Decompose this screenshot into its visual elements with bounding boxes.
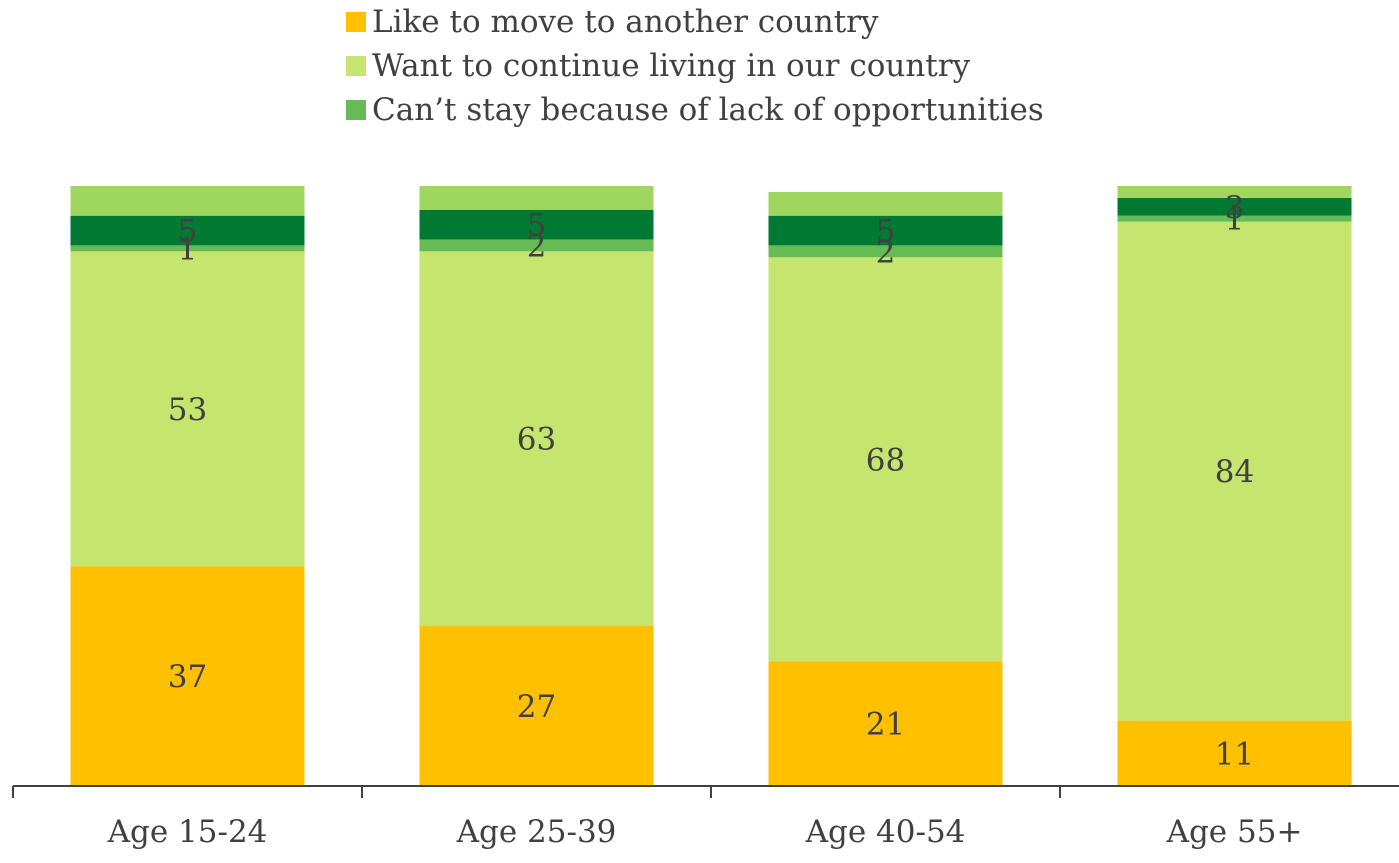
x-tick-label: Age 15-24 <box>107 814 268 850</box>
bar-segment <box>70 251 305 567</box>
bar-segment <box>419 625 654 786</box>
data-label: 2 <box>876 234 896 270</box>
bar-segment <box>419 186 654 210</box>
bar-segment <box>70 245 305 252</box>
data-label: 53 <box>168 392 207 428</box>
data-label: 1 <box>178 231 198 267</box>
bar-segment <box>768 215 1003 246</box>
legend-item-move-abroad: Like to move to another country <box>346 0 1106 44</box>
data-label: 68 <box>866 442 905 478</box>
data-label: 11 <box>1215 736 1254 772</box>
x-tick-label: Age 25-39 <box>456 814 617 850</box>
data-label: 2 <box>527 228 547 264</box>
data-label: 5 <box>527 208 547 244</box>
bar-segment <box>70 215 305 246</box>
bar-segment <box>768 191 1003 216</box>
bar-segment <box>1117 221 1352 721</box>
bar-segment <box>419 251 654 626</box>
bar-segment <box>768 257 1003 662</box>
data-label: 37 <box>168 659 207 695</box>
x-tick-label: Age 40-54 <box>805 814 966 850</box>
bar-segment <box>1117 197 1352 216</box>
bar-segment <box>1117 720 1352 786</box>
bar-segment <box>419 209 654 240</box>
bar-segment <box>70 186 305 216</box>
data-label: 3 <box>1225 190 1245 226</box>
legend-label: Can’t stay because of lack of opportunit… <box>372 92 1044 128</box>
legend-item-continue-living: Want to continue living in our country <box>346 44 1106 88</box>
data-label: 27 <box>517 689 556 725</box>
data-label: 63 <box>517 421 556 457</box>
bar-segment <box>1117 215 1352 222</box>
chart-legend: Like to move to another country Want to … <box>346 0 1106 132</box>
legend-label: Want to continue living in our country <box>372 48 971 84</box>
x-tick-label: Age 55+ <box>1166 814 1303 850</box>
legend-swatch <box>346 56 366 76</box>
data-label: 5 <box>178 214 198 250</box>
bar-segment <box>768 245 1003 258</box>
legend-swatch <box>346 12 366 32</box>
legend-item-lack-of-opportunities: Can’t stay because of lack of opportunit… <box>346 88 1106 132</box>
bar-segment <box>70 566 305 786</box>
data-label: 21 <box>866 707 905 743</box>
bar-segment <box>768 661 1003 786</box>
legend-swatch <box>346 100 366 120</box>
data-label: 84 <box>1215 454 1254 490</box>
data-label: 5 <box>876 214 896 250</box>
bar-segment <box>1117 186 1352 198</box>
legend-label: Like to move to another country <box>372 4 879 40</box>
data-label: 1 <box>1225 202 1245 238</box>
bar-segment <box>419 239 654 252</box>
